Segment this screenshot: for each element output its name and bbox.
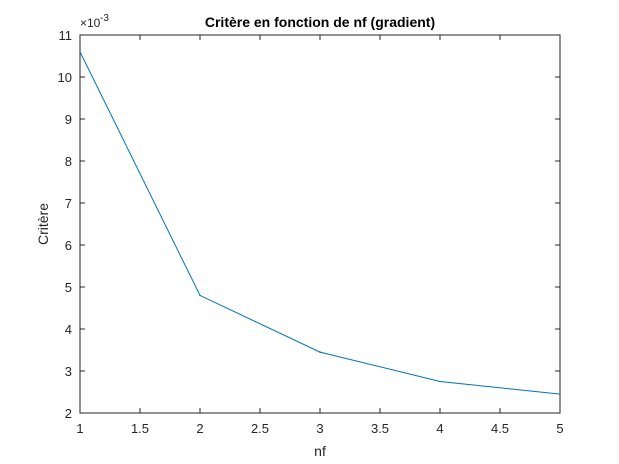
series-group: [79, 51, 561, 395]
y-axis-label: Critère: [35, 203, 51, 245]
y-tick-label: 6: [65, 238, 72, 253]
y-tick-label: 11: [59, 28, 73, 43]
x-tick-label: 1: [76, 421, 83, 436]
y-tick-label: 10: [58, 70, 72, 85]
y-exponent-base: ×10: [80, 16, 101, 30]
data-point: [559, 393, 561, 395]
data-point: [319, 351, 321, 353]
y-exponent-power: -3: [100, 13, 109, 24]
x-axis-ticks: 1 1.5 2 2.5 3 3.5 4 4.5 5: [76, 35, 564, 436]
y-tick-label: 5: [65, 280, 72, 295]
x-tick-label: 2: [196, 421, 203, 436]
y-tick-label: 4: [65, 322, 72, 337]
x-tick-label: 4: [436, 421, 443, 436]
x-tick-label: 2.5: [251, 421, 269, 436]
y-tick-label: 7: [65, 196, 72, 211]
data-point: [199, 294, 201, 297]
y-tick-label: 3: [65, 364, 72, 379]
y-exponent: ×10 -3: [80, 13, 109, 30]
y-tick-label: 2: [65, 406, 72, 421]
y-axis-ticks: 2 3 4 5 6 7 8 9 10 11: [58, 28, 560, 421]
x-tick-label: 5: [556, 421, 563, 436]
x-tick-label: 1.5: [131, 421, 149, 436]
x-tick-label: 3: [316, 421, 323, 436]
data-point: [79, 51, 81, 53]
y-tick-label: 8: [65, 154, 72, 169]
x-axis-label: nf: [314, 443, 326, 459]
y-tick-label: 9: [65, 112, 72, 127]
data-point: [439, 380, 441, 383]
chart-title: Critère en fonction de nf (gradient): [205, 14, 435, 30]
plot-area: [79, 34, 561, 414]
x-tick-label: 3.5: [371, 421, 389, 436]
x-tick-label: 4.5: [491, 421, 509, 436]
